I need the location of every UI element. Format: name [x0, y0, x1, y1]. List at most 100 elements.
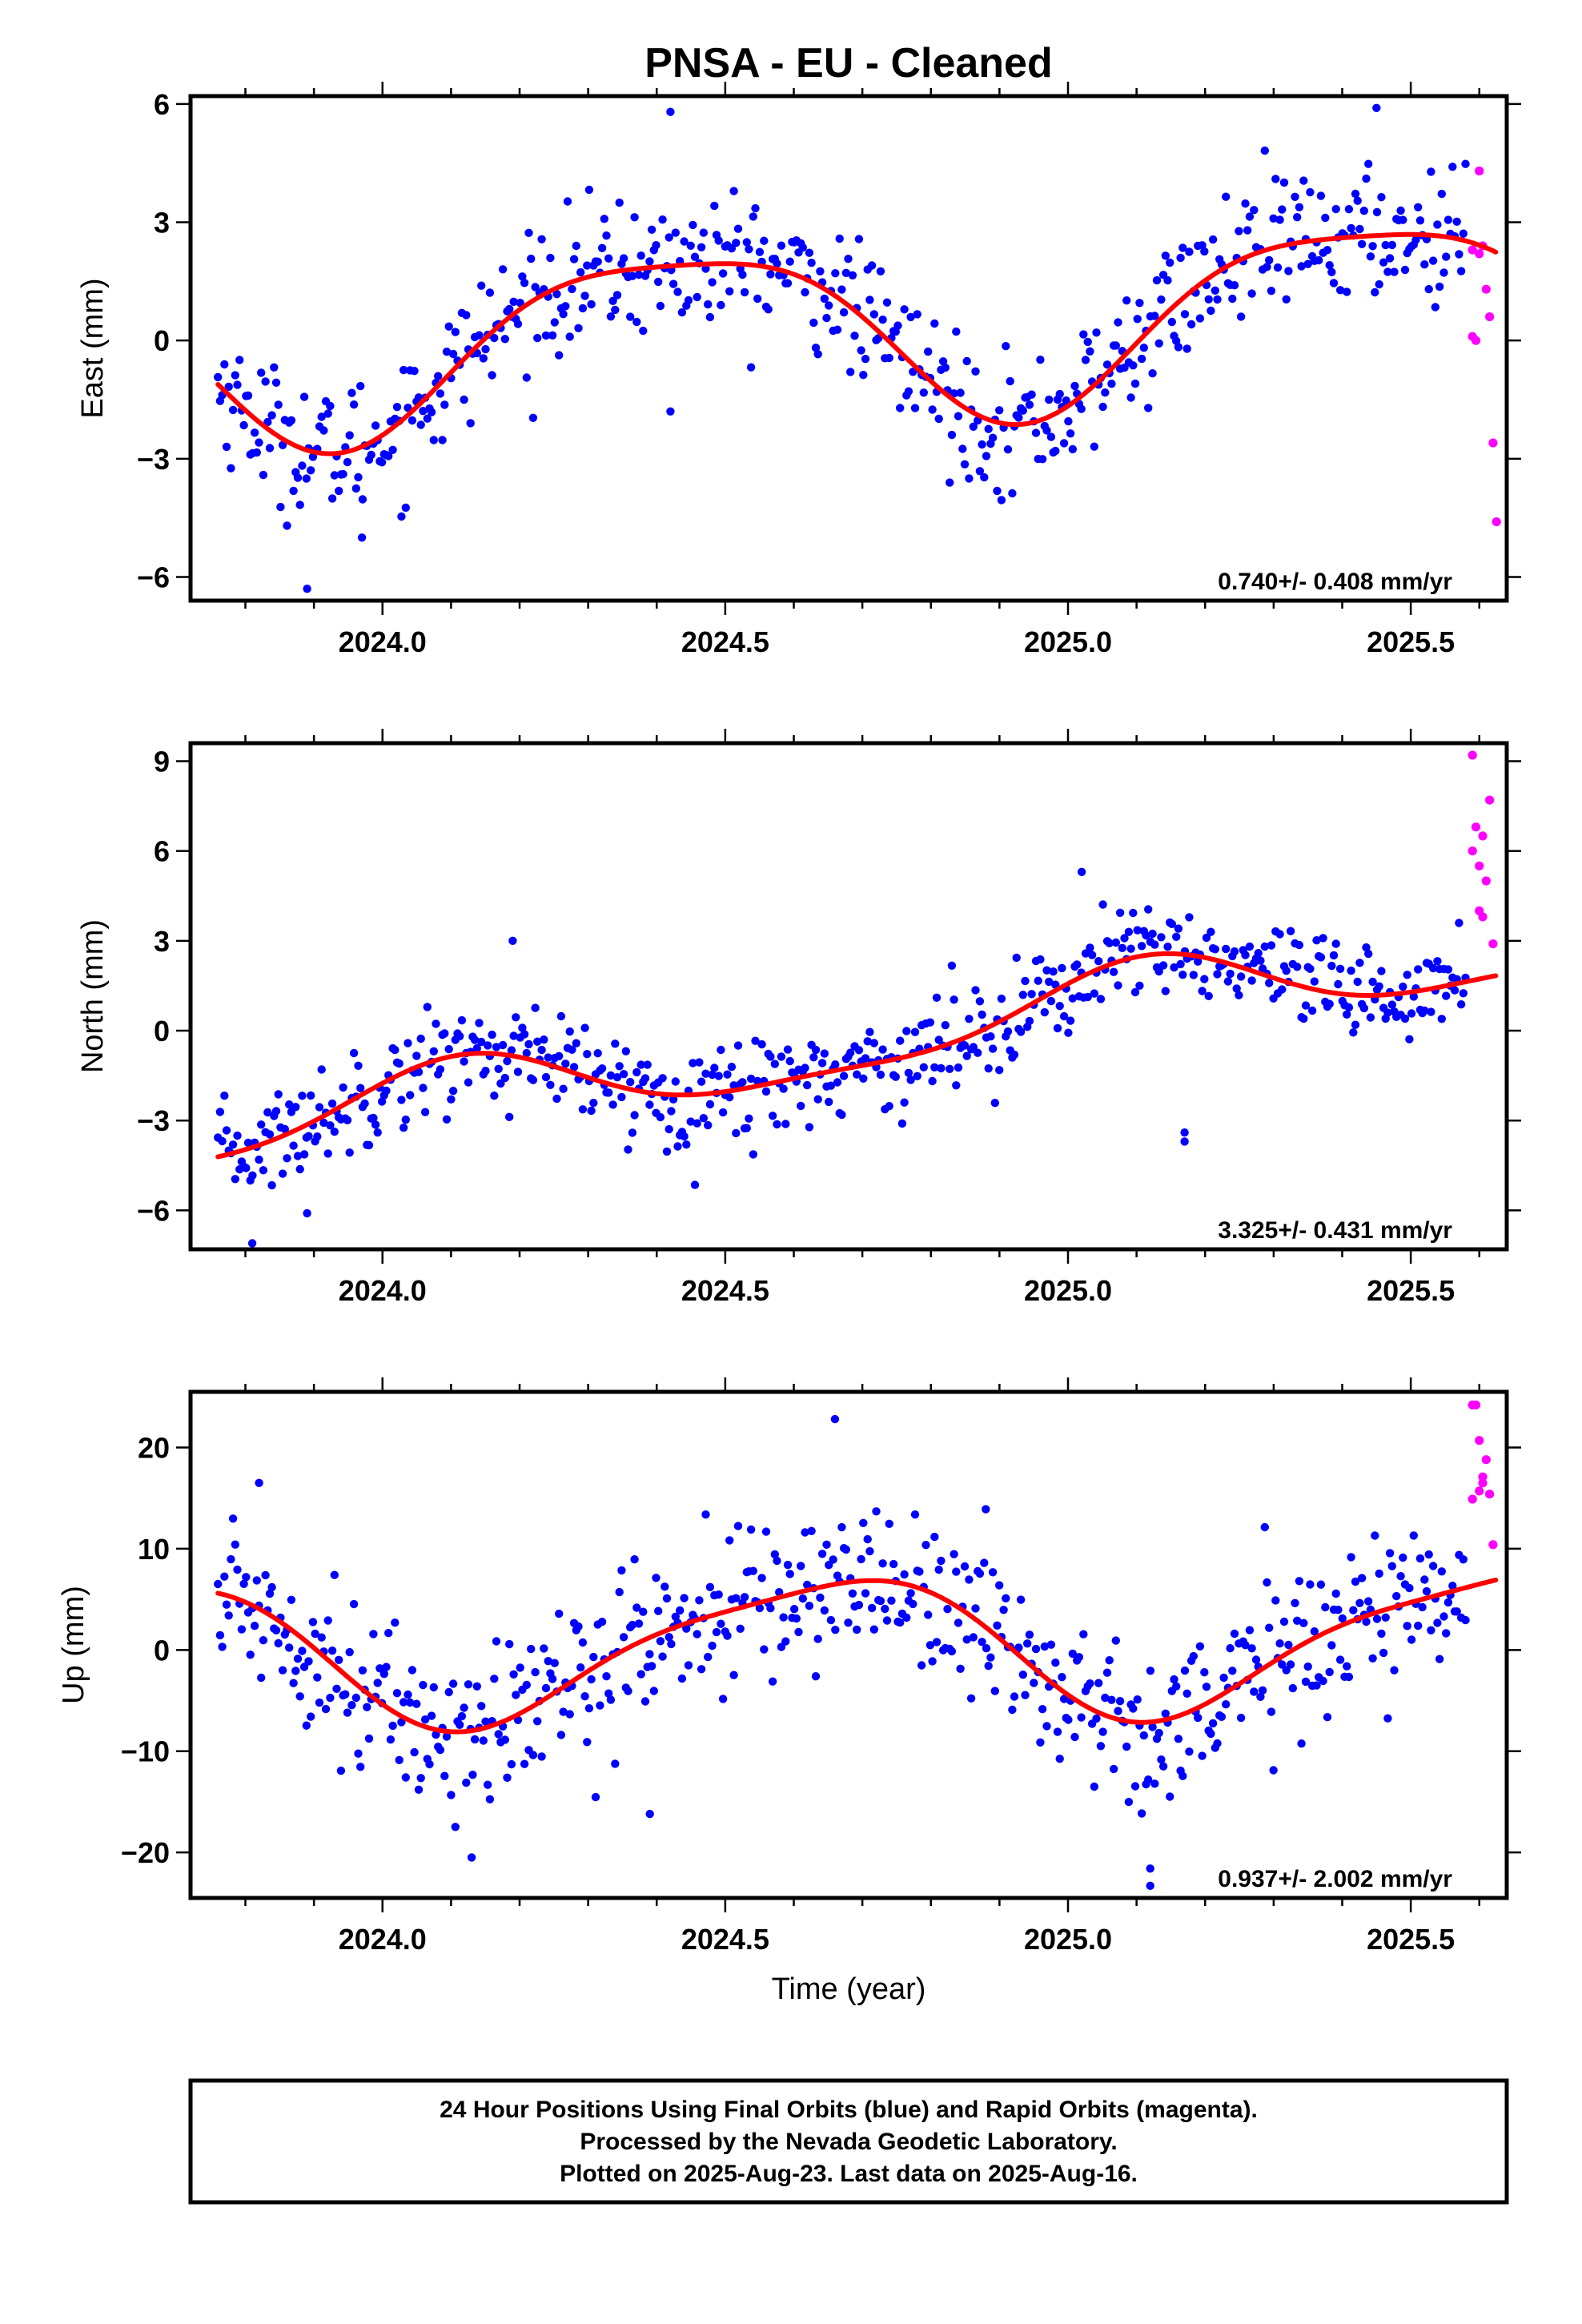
final-orbit-point	[990, 1687, 1000, 1695]
final-orbit-point	[397, 1096, 406, 1104]
final-orbit-point	[690, 252, 700, 261]
final-orbit-point	[1344, 205, 1354, 214]
final-orbit-point	[608, 1100, 617, 1109]
final-orbit-point	[1334, 1606, 1343, 1614]
final-orbit-point	[733, 1041, 743, 1050]
final-orbit-point	[1213, 1739, 1222, 1748]
y-tick-label: −10	[121, 1735, 170, 1768]
final-orbit-point	[289, 1679, 298, 1687]
final-orbit-point	[695, 1596, 704, 1605]
final-orbit-point	[583, 261, 592, 270]
final-orbit-point	[265, 1589, 275, 1598]
final-orbit-point	[885, 353, 893, 363]
final-orbit-point	[559, 310, 568, 319]
final-orbit-point	[995, 1066, 1004, 1075]
final-orbit-point	[1452, 217, 1461, 226]
final-orbit-point	[298, 1647, 307, 1655]
final-orbit-point	[1207, 927, 1215, 936]
final-orbit-point	[371, 421, 380, 430]
final-orbit-point	[540, 1644, 548, 1653]
final-orbit-point	[460, 1057, 468, 1066]
final-orbit-point	[850, 332, 859, 340]
final-orbit-point	[1137, 354, 1146, 364]
final-orbit-point	[801, 287, 809, 297]
final-orbit-point	[704, 300, 713, 309]
footer-line-2: Processed by the Nevada Geodetic Laborat…	[580, 2129, 1117, 2155]
final-orbit-point	[429, 436, 438, 444]
final-orbit-point	[1178, 971, 1187, 979]
final-orbit-point	[658, 215, 667, 224]
final-orbit-point	[1335, 1655, 1345, 1664]
final-orbit-point	[1030, 1679, 1038, 1687]
final-orbit-point	[1437, 1567, 1447, 1576]
final-orbit-point	[343, 1708, 352, 1717]
final-orbit-point	[527, 1644, 536, 1654]
final-orbit-point	[1081, 356, 1090, 364]
rapid-orbit-point	[1488, 1540, 1498, 1550]
rapid-orbit-point	[1488, 438, 1498, 448]
final-orbit-point	[386, 1735, 396, 1744]
final-orbit-point	[837, 285, 846, 294]
final-orbit-point	[267, 411, 276, 420]
final-orbit-point	[442, 348, 452, 356]
final-orbit-point	[274, 400, 283, 409]
final-orbit-point	[576, 267, 585, 277]
rapid-orbit-point	[1481, 876, 1491, 886]
final-orbit-point	[975, 1569, 985, 1578]
final-orbit-point	[220, 1572, 229, 1581]
final-orbit-point	[1450, 986, 1460, 995]
final-orbit-point	[1222, 1700, 1231, 1709]
final-orbit-point	[1090, 989, 1099, 998]
final-orbit-point	[1092, 1714, 1101, 1723]
y-tick-label: 6	[154, 88, 170, 121]
final-orbit-point	[904, 387, 913, 396]
final-orbit-point	[636, 251, 645, 260]
final-orbit-point	[546, 1080, 555, 1090]
final-orbit-point	[228, 405, 238, 415]
final-orbit-point	[565, 1027, 574, 1036]
final-orbit-point	[512, 1013, 520, 1022]
final-orbit-point	[701, 1510, 710, 1519]
final-orbit-point	[988, 1568, 998, 1577]
final-orbit-point	[1010, 1050, 1019, 1059]
final-orbit-point	[801, 1528, 809, 1537]
final-orbit-point	[811, 1045, 821, 1055]
final-orbit-point	[481, 1067, 490, 1076]
final-orbit-point	[1351, 1577, 1360, 1586]
final-orbit-point	[1027, 390, 1036, 399]
final-orbit-point	[1364, 1597, 1373, 1606]
final-orbit-point	[611, 1759, 620, 1768]
final-orbit-point	[1036, 1738, 1045, 1747]
final-orbit-point	[1086, 943, 1094, 952]
final-orbit-point	[1202, 1683, 1211, 1691]
final-orbit-point	[460, 1703, 468, 1712]
final-orbit-point	[303, 1208, 311, 1218]
final-orbit-point	[909, 368, 917, 376]
y-tick-label: −20	[121, 1836, 170, 1869]
final-orbit-point	[1383, 267, 1392, 276]
final-orbit-point	[1243, 226, 1252, 235]
final-orbit-point	[1316, 191, 1326, 200]
final-orbit-point	[984, 1064, 993, 1073]
final-orbit-point	[693, 292, 701, 302]
rapid-orbit-point	[1471, 1400, 1481, 1409]
final-orbit-point	[317, 412, 326, 421]
final-orbit-point	[291, 1103, 300, 1112]
final-orbit-point	[954, 1618, 963, 1627]
final-orbit-point	[1055, 1002, 1064, 1011]
final-orbit-point	[1008, 489, 1017, 498]
final-orbit-point	[833, 325, 842, 334]
final-orbit-point	[583, 1050, 592, 1059]
final-orbit-point	[349, 1048, 359, 1058]
final-orbit-point	[930, 319, 939, 328]
final-orbit-point	[909, 1599, 917, 1609]
final-orbit-point	[550, 1659, 559, 1667]
final-orbit-point	[1146, 1667, 1155, 1675]
final-orbit-point	[406, 1698, 415, 1707]
x-tick-label: 2024.0	[339, 1274, 427, 1307]
final-orbit-point	[1312, 1681, 1321, 1690]
final-orbit-point	[1046, 996, 1056, 1006]
north-panel: 2024.0 2024.5 2025.0 2025.5 −6 −3 0 3 6 9 North (m…	[76, 729, 1521, 1307]
final-orbit-point	[293, 1152, 303, 1160]
final-orbit-point	[436, 389, 445, 398]
